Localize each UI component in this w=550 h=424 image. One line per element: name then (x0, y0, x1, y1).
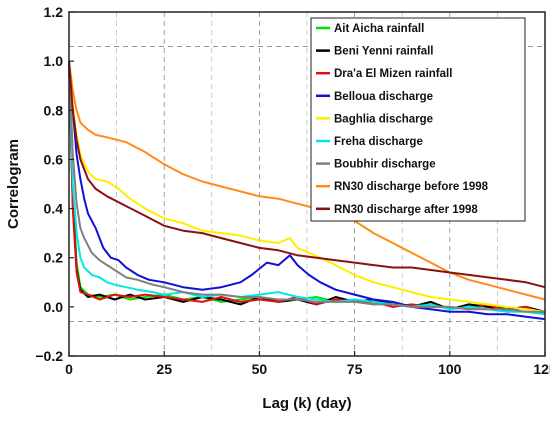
x-tick-label: 100 (438, 361, 462, 377)
x-tick-label: 75 (347, 361, 363, 377)
y-tick-label: −0.2 (35, 348, 63, 364)
legend-label: RN30 discharge after 1998 (334, 204, 478, 216)
y-tick-label: 1.0 (44, 53, 64, 69)
series-line-baghlia-discharge (68, 61, 546, 313)
series-line-boubhir-discharge (68, 61, 545, 313)
plot-frame (68, 11, 546, 357)
x-tick-label: 125 (533, 361, 550, 377)
y-tick-label: 0.6 (44, 151, 64, 167)
x-tick-label: 50 (252, 361, 268, 377)
series-line-belloua-discharge (68, 61, 546, 321)
y-tick-label: 0.0 (44, 299, 64, 315)
y-tick-label: 0.2 (44, 250, 64, 266)
y-tick-label: 0.8 (44, 102, 64, 118)
series-lines (68, 60, 546, 321)
axis-ticks: 0 25 50 75 100 125 −0.2 0.0 0.2 0.4 0.6 0.8 1.0 1.2 (35, 4, 550, 377)
legend-box (310, 17, 526, 222)
legend-label: Belloua discharge (334, 91, 433, 103)
y-tick-label: 0.4 (44, 201, 64, 217)
legend-label: RN30 discharge before 1998 (334, 181, 489, 193)
legend-label: Baghlia discharge (334, 113, 433, 125)
y-tick-label: 1.2 (44, 4, 64, 20)
series-line-rn30-discharge-after-1998 (68, 61, 546, 289)
legend-label: Dra'a El Mizen rainfall (334, 68, 452, 80)
legend-label: Boubhir discharge (334, 159, 436, 171)
x-axis-title: Lag (k) (day) (262, 395, 351, 412)
legend-label: Beni Yenni rainfall (334, 46, 434, 58)
legend-label: Freha discharge (334, 136, 423, 148)
x-tick-label: 0 (65, 361, 73, 377)
legend: Ait Aicha rainfall Beni Yenni rainfall Dra… (310, 17, 526, 222)
legend-label: Ait Aicha rainfall (334, 23, 424, 35)
y-axis-title: Correlogram (5, 139, 22, 229)
x-tick-label: 25 (156, 361, 172, 377)
